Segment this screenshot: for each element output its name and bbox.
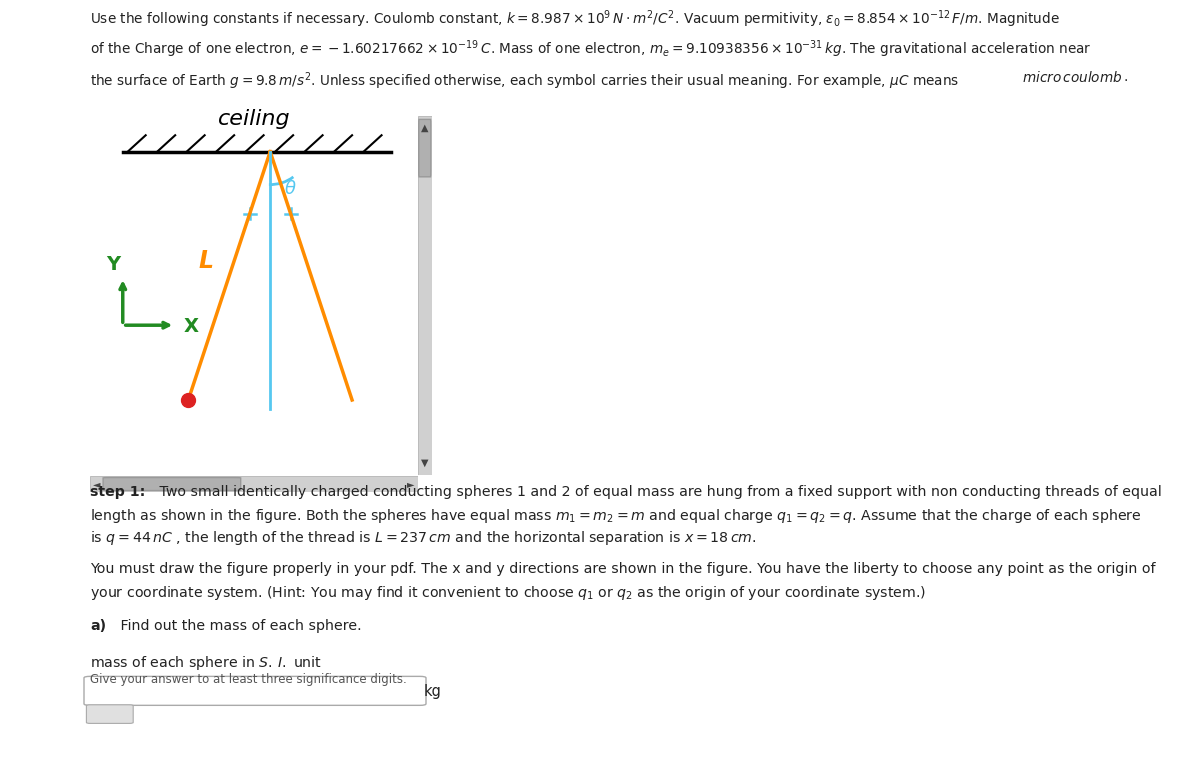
Text: your coordinate system. (Hint: You may find it convenient to choose $q_1$ or $q_: your coordinate system. (Hint: You may f… [90, 584, 926, 602]
FancyBboxPatch shape [84, 676, 426, 706]
Text: is $q = 44\,nC$ , the length of the thread is $L = 237\,cm$ and the horizontal s: is $q = 44\,nC$ , the length of the thre… [90, 530, 756, 547]
Text: the surface of Earth $g = 9.8\,m/s^2$. Unless specified otherwise, each symbol c: the surface of Earth $g = 9.8\,m/s^2$. U… [90, 70, 960, 92]
Text: length as shown in the figure. Both the spheres have equal mass $m_1 = m_2 = m$ : length as shown in the figure. Both the … [90, 507, 1141, 525]
Text: You must draw the figure properly in your pdf. The x and y directions are shown : You must draw the figure properly in you… [90, 562, 1156, 576]
Text: step 1:: step 1: [90, 486, 145, 499]
Text: ceiling: ceiling [217, 110, 290, 129]
Text: kg: kg [424, 683, 442, 699]
Text: Give your answer to at least three significance digits.: Give your answer to at least three signi… [90, 673, 407, 686]
Text: Find out the mass of each sphere.: Find out the mass of each sphere. [116, 619, 362, 633]
FancyBboxPatch shape [103, 478, 241, 490]
FancyBboxPatch shape [419, 120, 431, 177]
Text: Y: Y [107, 256, 121, 274]
FancyBboxPatch shape [86, 705, 133, 723]
Text: ►: ► [407, 479, 414, 489]
Text: ◄: ◄ [94, 479, 101, 489]
Text: Use the following constants if necessary. Coulomb constant, $k = 8.987 \times 10: Use the following constants if necessary… [90, 8, 1060, 29]
Text: a): a) [90, 619, 106, 633]
Text: $\theta$: $\theta$ [284, 180, 296, 198]
Text: .: . [1123, 70, 1128, 84]
Text: mass of each sphere in $S.\,I.$ unit: mass of each sphere in $S.\,I.$ unit [90, 655, 322, 672]
Text: L: L [199, 249, 214, 273]
Text: $\it{micro\,coulomb}$: $\it{micro\,coulomb}$ [1022, 70, 1123, 85]
Text: of the Charge of one electron, $e = -1.60217662 \times 10^{-19}\,C$. Mass of one: of the Charge of one electron, $e = -1.6… [90, 38, 1092, 59]
Text: X: X [184, 317, 198, 336]
Text: Two small identically charged conducting spheres 1 and 2 of equal mass are hung : Two small identically charged conducting… [155, 486, 1162, 499]
Text: ▲: ▲ [421, 123, 428, 133]
Text: ▼: ▼ [421, 458, 428, 468]
